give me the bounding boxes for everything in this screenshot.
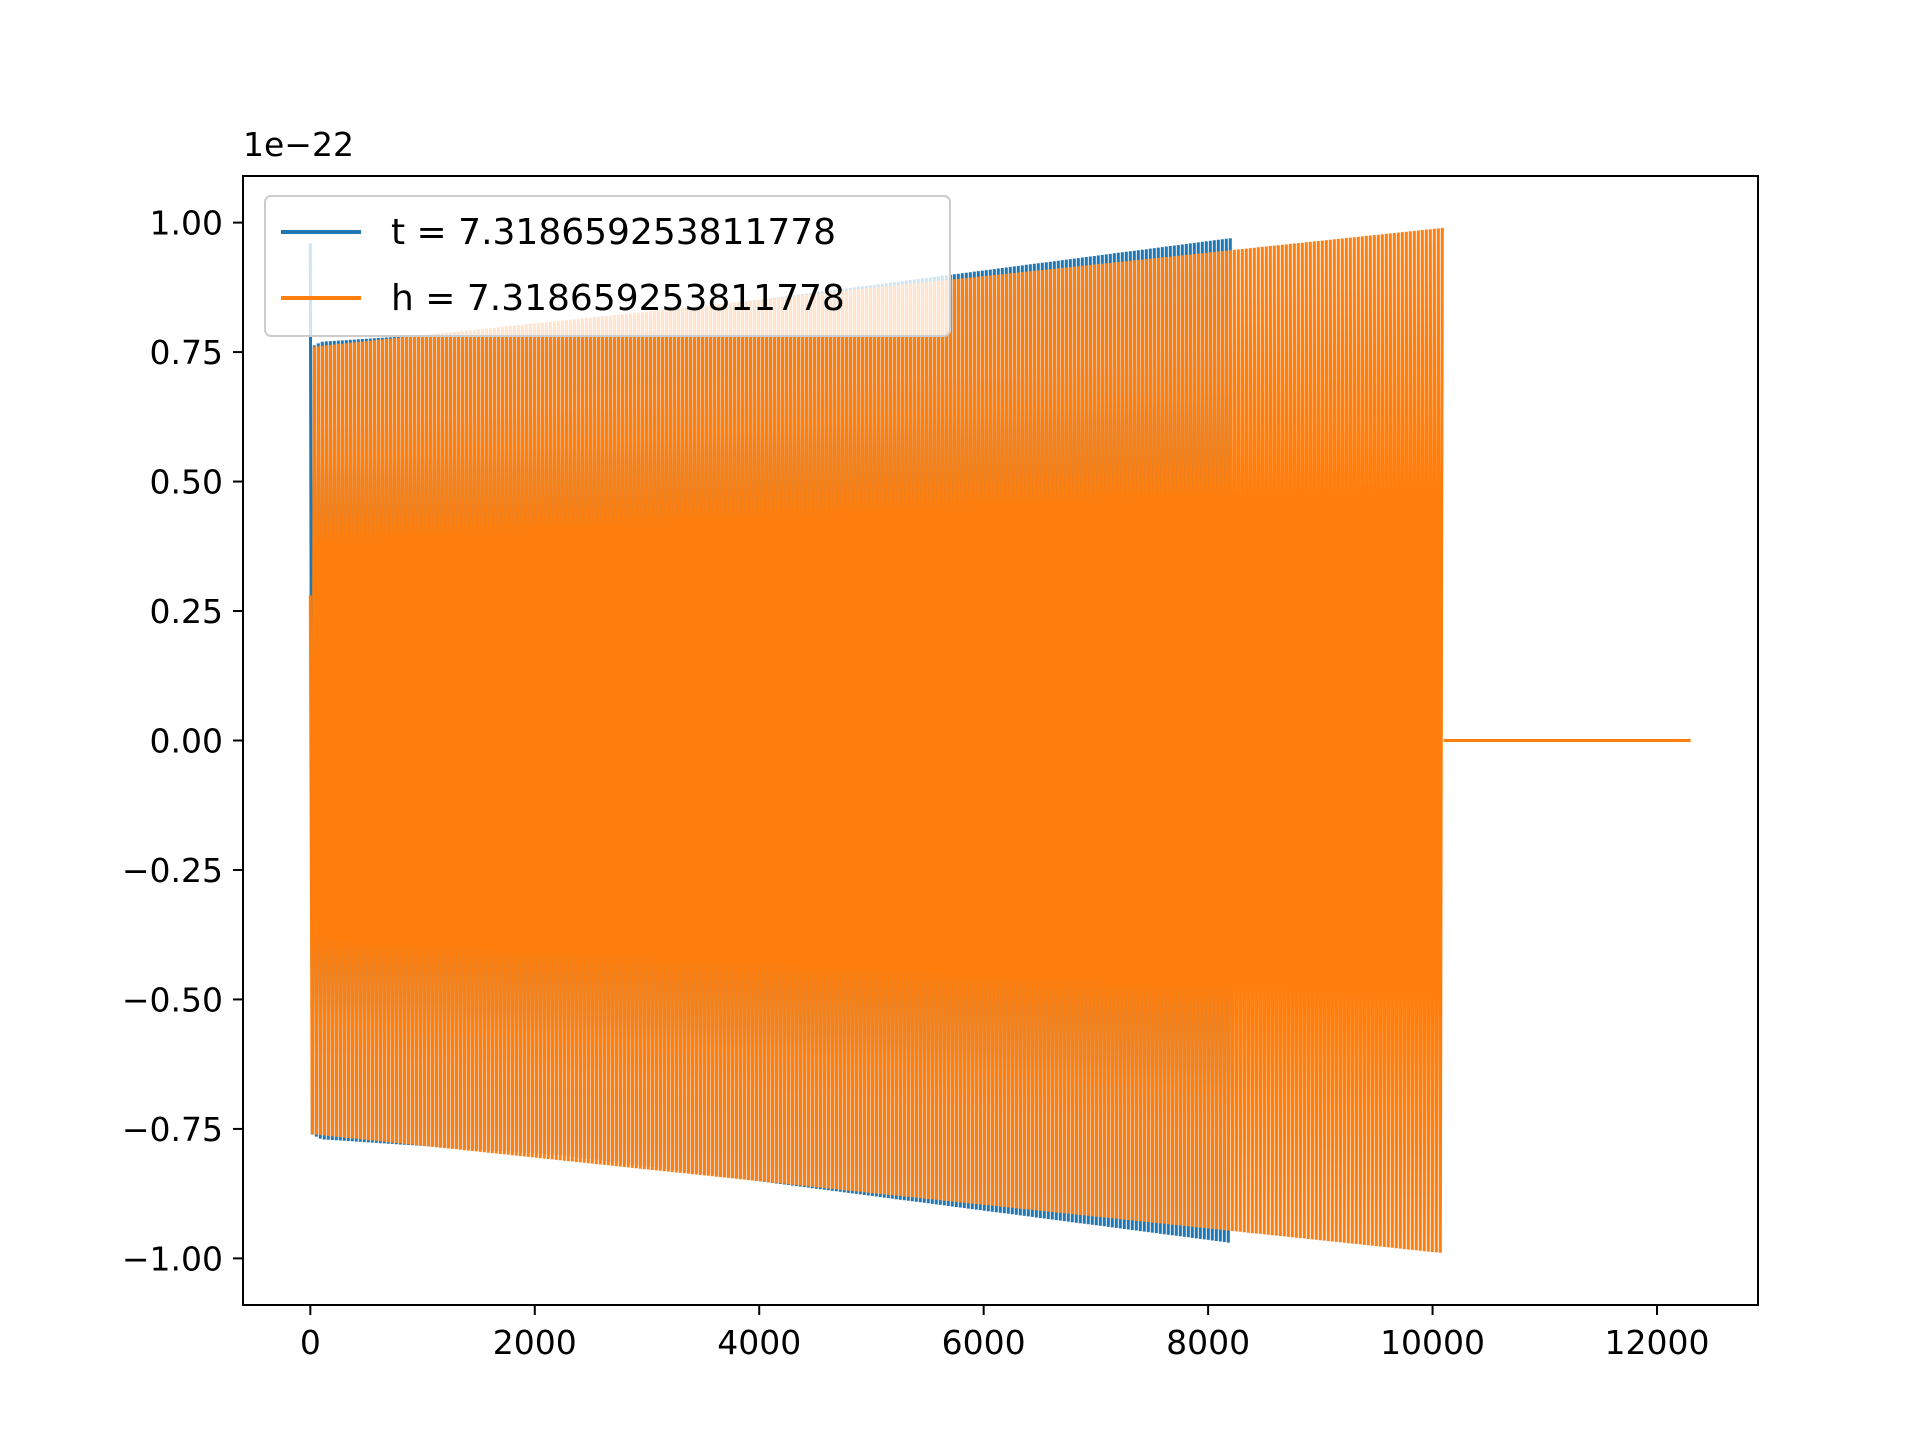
y-axis: 1.00 0.75 0.50 0.25 0.00 −0.25 −0.50 −0.75 −1.00 bbox=[122, 204, 243, 1278]
legend-label-t: t = 7.318659253811778 bbox=[391, 212, 836, 253]
y-tick-label: −0.25 bbox=[122, 851, 223, 890]
series-h bbox=[308, 227, 1691, 1253]
x-tick-label: 12000 bbox=[1605, 1323, 1710, 1362]
y-tick-label: −1.00 bbox=[122, 1239, 223, 1278]
y-tick-label: 0.00 bbox=[150, 722, 223, 761]
y-tick-label: 1.00 bbox=[150, 204, 223, 243]
legend-label-h: h = 7.318659253811778 bbox=[391, 278, 845, 319]
x-tick-label: 8000 bbox=[1166, 1323, 1250, 1362]
y-tick-label: 0.75 bbox=[150, 333, 223, 372]
legend-box bbox=[264, 195, 951, 337]
x-tick-label: 2000 bbox=[493, 1323, 577, 1362]
x-tick-label: 0 bbox=[300, 1323, 321, 1362]
x-tick-label: 4000 bbox=[717, 1323, 801, 1362]
series-line-h bbox=[308, 227, 1444, 1253]
y-axis-offset-label: 1e−22 bbox=[243, 125, 354, 164]
y-tick-label: 0.25 bbox=[150, 592, 223, 631]
plot-area bbox=[308, 227, 1691, 1253]
legend[interactable]: t = 7.318659253811778 h = 7.3186592538117… bbox=[264, 195, 951, 337]
y-tick-label: −0.75 bbox=[122, 1110, 223, 1149]
x-axis: 0 2000 4000 6000 8000 10000 12000 bbox=[300, 1305, 1710, 1362]
x-tick-label: 10000 bbox=[1380, 1323, 1485, 1362]
x-tick-label: 6000 bbox=[942, 1323, 1026, 1362]
y-tick-label: 0.50 bbox=[150, 463, 223, 502]
y-tick-label: −0.50 bbox=[122, 980, 223, 1019]
